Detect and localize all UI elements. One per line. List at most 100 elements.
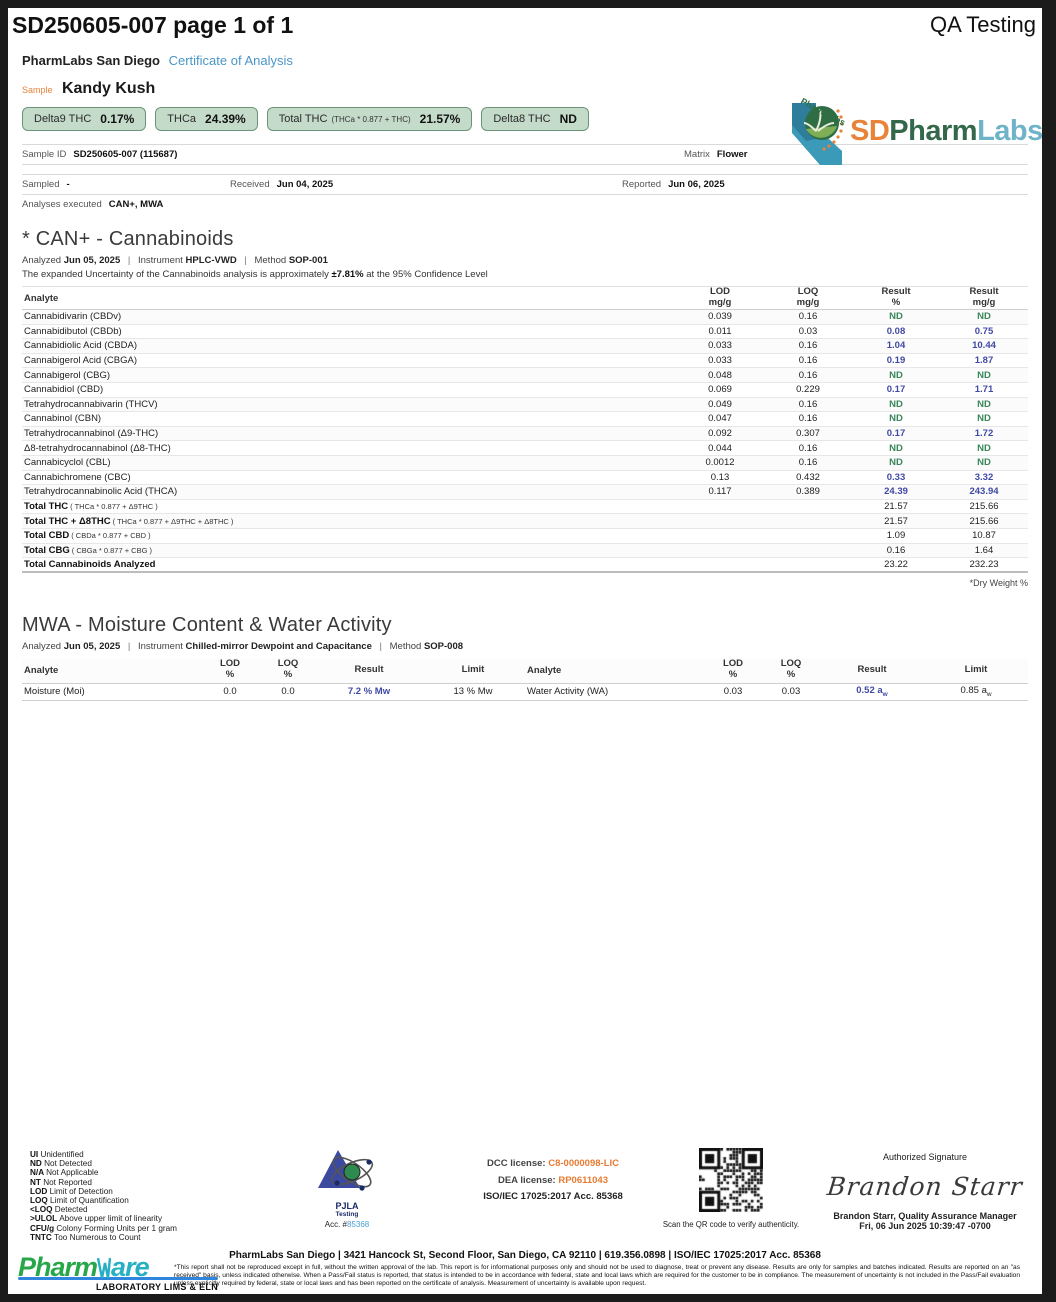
total-row: Total CBD( CBDa * 0.877 + CBD ) 1.09 10.87 — [22, 529, 1028, 544]
result-pill-3: Delta8 THC ND — [481, 107, 589, 131]
signer-name-title: Brandon Starr, Quality Assurance Manager — [833, 1211, 1017, 1221]
total-row: Total THC + Δ8THC( THCa * 0.877 + Δ9THC … — [22, 514, 1028, 529]
mwa-table: Analyte LOD% LOQ% Result Limit Analyte LOD% LOQ… — [22, 657, 1028, 701]
received-label: Received — [230, 179, 270, 190]
lab-name: PharmLabs San Diego — [22, 53, 160, 68]
dea-license-value: RP0611043 — [558, 1174, 609, 1186]
analyte-name: Cannabidiol (CBD) — [24, 384, 104, 396]
mwa-col-lod: LOD% — [219, 658, 241, 681]
pjla-name: PJLA — [335, 1201, 359, 1211]
mwa-result: 7.2 % Mw — [347, 686, 391, 698]
received-cell: Received Jun 04, 2025 — [230, 179, 622, 190]
sample-id-value: SD250605-007 (115687) — [73, 149, 178, 160]
qr-caption: Scan the QR code to verify authenticity. — [662, 1220, 800, 1229]
result-pct: ND — [889, 457, 903, 469]
legend-line: UI Unidentified — [30, 1150, 84, 1159]
mwa-col-loq: LOQ% — [277, 658, 299, 681]
pharmware-subtitle: LABORATORY LIMS & ELN — [96, 1282, 218, 1292]
loq-value: 0.16 — [798, 442, 818, 454]
analyte-row: Cannabigerol (CBG) 0.048 0.16 ND ND — [22, 368, 1028, 383]
authorized-signature-label: Authorized Signature — [882, 1152, 968, 1162]
lab-title-line: PharmLabs San Diego Certificate of Analy… — [22, 53, 1028, 68]
pill-label: THCa — [167, 113, 197, 125]
mwa-col-result: Result — [354, 663, 384, 675]
analyte-name: Δ8-tetrahydrocannabinol (Δ8-THC) — [24, 442, 171, 454]
legend-line: NT Not Reported — [30, 1177, 92, 1187]
document-title: SD250605-007 page 1 of 1 — [12, 12, 294, 38]
analyte-name: Cannabidibutol (CBDb) — [24, 325, 122, 337]
mwa-col-analyte: Analyte — [527, 664, 562, 676]
dry-weight-note: *Dry Weight % — [969, 577, 1028, 588]
result-pill-1: THCa 24.39% — [155, 107, 258, 131]
pill-label: Total THC — [278, 113, 328, 125]
pjla-testing-label: Testing — [335, 1211, 359, 1218]
analyte-name: Cannabidiolic Acid (CBDA) — [24, 340, 137, 352]
content: PharmLabs San Diego Certificate of Analy… — [8, 53, 1042, 701]
sample-id-row: Sample ID SD250605-007 (115687) Matrix F… — [22, 144, 1028, 165]
matrix-value: Flower — [716, 149, 748, 160]
sample-name: Kandy Kush — [61, 80, 156, 97]
result-mgg: 10.44 — [972, 340, 996, 352]
matrix-cell: Matrix Flower — [684, 149, 1028, 160]
sample-label: Sample — [22, 85, 53, 95]
uncertainty-note: The expanded Uncertainty of the Cannabin… — [22, 269, 488, 280]
loq-value: 0.389 — [796, 486, 820, 498]
received-value: Jun 04, 2025 — [276, 179, 334, 190]
result-mgg: ND — [977, 413, 991, 425]
analyzed-label: Analyzed — [22, 255, 62, 266]
result-mgg: 1.72 — [974, 428, 994, 440]
legend-line: LOQ Limit of Quantification — [30, 1195, 129, 1205]
total-label: Total Cannabinoids Analyzed — [24, 558, 156, 570]
sampled-value: - — [66, 179, 70, 190]
reported-value: Jun 06, 2025 — [668, 179, 725, 190]
mwa-loq: 0.0 — [281, 686, 295, 698]
loq-value: 0.16 — [798, 457, 818, 469]
lod-value: 0.044 — [708, 442, 732, 454]
abbreviation-legend: UI Unidentified ND Not Detected N/A Not Ap… — [30, 1150, 177, 1242]
mwa-analyte-name: Water Activity (WA) — [527, 686, 609, 698]
total-pct: 1.09 — [886, 530, 906, 542]
total-mgg: 1.64 — [974, 544, 994, 556]
logo-wordmark: SDPharmLabs — [850, 115, 1042, 148]
uncertainty-value: ±7.81% — [331, 269, 364, 280]
loq-value: 0.432 — [796, 471, 820, 483]
lod-value: 0.13 — [710, 471, 730, 483]
mwa-col-limit: Limit — [964, 663, 988, 675]
legend-line: <LOQ Detected — [30, 1205, 88, 1215]
result-pct: ND — [889, 442, 903, 454]
mwa-col-analyte: Analyte — [24, 664, 59, 676]
pjla-acc-number: 85368 — [346, 1220, 370, 1229]
col-loq-1: LOQ mg/g — [796, 286, 820, 308]
sdpharmlabs-logo: PharmLabs SDPharmLabs — [786, 89, 1042, 169]
sample-name-line: Sample Kandy Kush — [22, 80, 1028, 98]
top-header: SD250605-007 page 1 of 1 QA Testing — [8, 8, 1042, 39]
total-row: Total CBG( CBGa * 0.877 + CBG ) 0.16 1.64 — [22, 543, 1028, 559]
analyte-row: Cannabichromene (CBC) 0.13 0.432 0.33 3.32 — [22, 471, 1028, 486]
pill-value: 21.57% — [419, 112, 461, 126]
analyte-name: Tetrahydrocannabivarin (THCV) — [24, 398, 158, 410]
lod-value: 0.117 — [708, 486, 732, 498]
total-label: Total THC( THCa * 0.877 + Δ9THC ) — [24, 501, 158, 513]
result-pct: 0.33 — [886, 471, 906, 483]
sample-id-cell: Sample ID SD250605-007 (115687) — [22, 149, 684, 160]
logo-labs: Labs — [977, 115, 1042, 147]
pharmware-word1: Pharm — [18, 1252, 98, 1282]
mwa-header-half: Analyte LOD% LOQ% Result Limit — [525, 657, 1028, 684]
analyte-name: Cannabigerol (CBG) — [24, 369, 111, 381]
reported-label: Reported — [622, 179, 662, 190]
cannabinoids-header-row: Analyte LOD mg/g LOQ mg/g Result% Result mg/g — [22, 286, 1028, 310]
mwa-meta: Analyzed Jun 05, 2025 | Instrument Chill… — [22, 640, 464, 652]
total-mgg: 215.66 — [969, 515, 999, 527]
qr-block: Scan the QR code to verify authenticity. — [656, 1148, 806, 1229]
loq-value: 0.16 — [798, 413, 818, 425]
lod-value: 0.011 — [708, 325, 732, 337]
method-label: Method — [254, 255, 287, 266]
loq-value: 0.307 — [796, 428, 820, 440]
pill-value: 0.17% — [100, 112, 135, 126]
analyte-name: Cannabicyclol (CBL) — [24, 457, 111, 469]
analyte-name: Cannabidivarin (CBDv) — [24, 311, 122, 323]
analyte-row: Cannabigerol Acid (CBGA) 0.033 0.16 0.19 1.8… — [22, 354, 1028, 369]
analyte-row: Tetrahydrocannabivarin (THCV) 0.049 0.16 ND… — [22, 397, 1028, 413]
mwa-analyzed-date: Jun 05, 2025 — [63, 640, 121, 652]
